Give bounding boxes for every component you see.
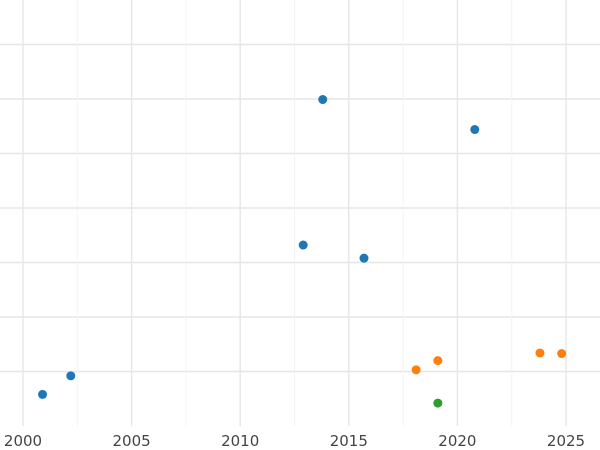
data-point (66, 371, 76, 381)
data-point (433, 398, 443, 408)
grid (0, 0, 600, 426)
x-tick-label: 2005 (113, 432, 151, 450)
x-tick-label: 2010 (221, 432, 259, 450)
x-tick-label: 2015 (330, 432, 368, 450)
data-point (38, 389, 48, 399)
data-point (470, 125, 480, 135)
x-tick-label: 2025 (547, 432, 585, 450)
x-tick-label: 2020 (438, 432, 476, 450)
data-point (359, 253, 369, 263)
x-tick-label: 2000 (4, 432, 42, 450)
data-point (433, 356, 443, 366)
data-points (38, 95, 567, 408)
data-point (411, 365, 421, 375)
data-point (535, 348, 545, 358)
data-point (318, 95, 328, 105)
x-axis-ticks: 2000 2005 2010 2015 2020 2025 (4, 432, 585, 450)
data-point (298, 240, 308, 250)
data-point (557, 349, 567, 359)
